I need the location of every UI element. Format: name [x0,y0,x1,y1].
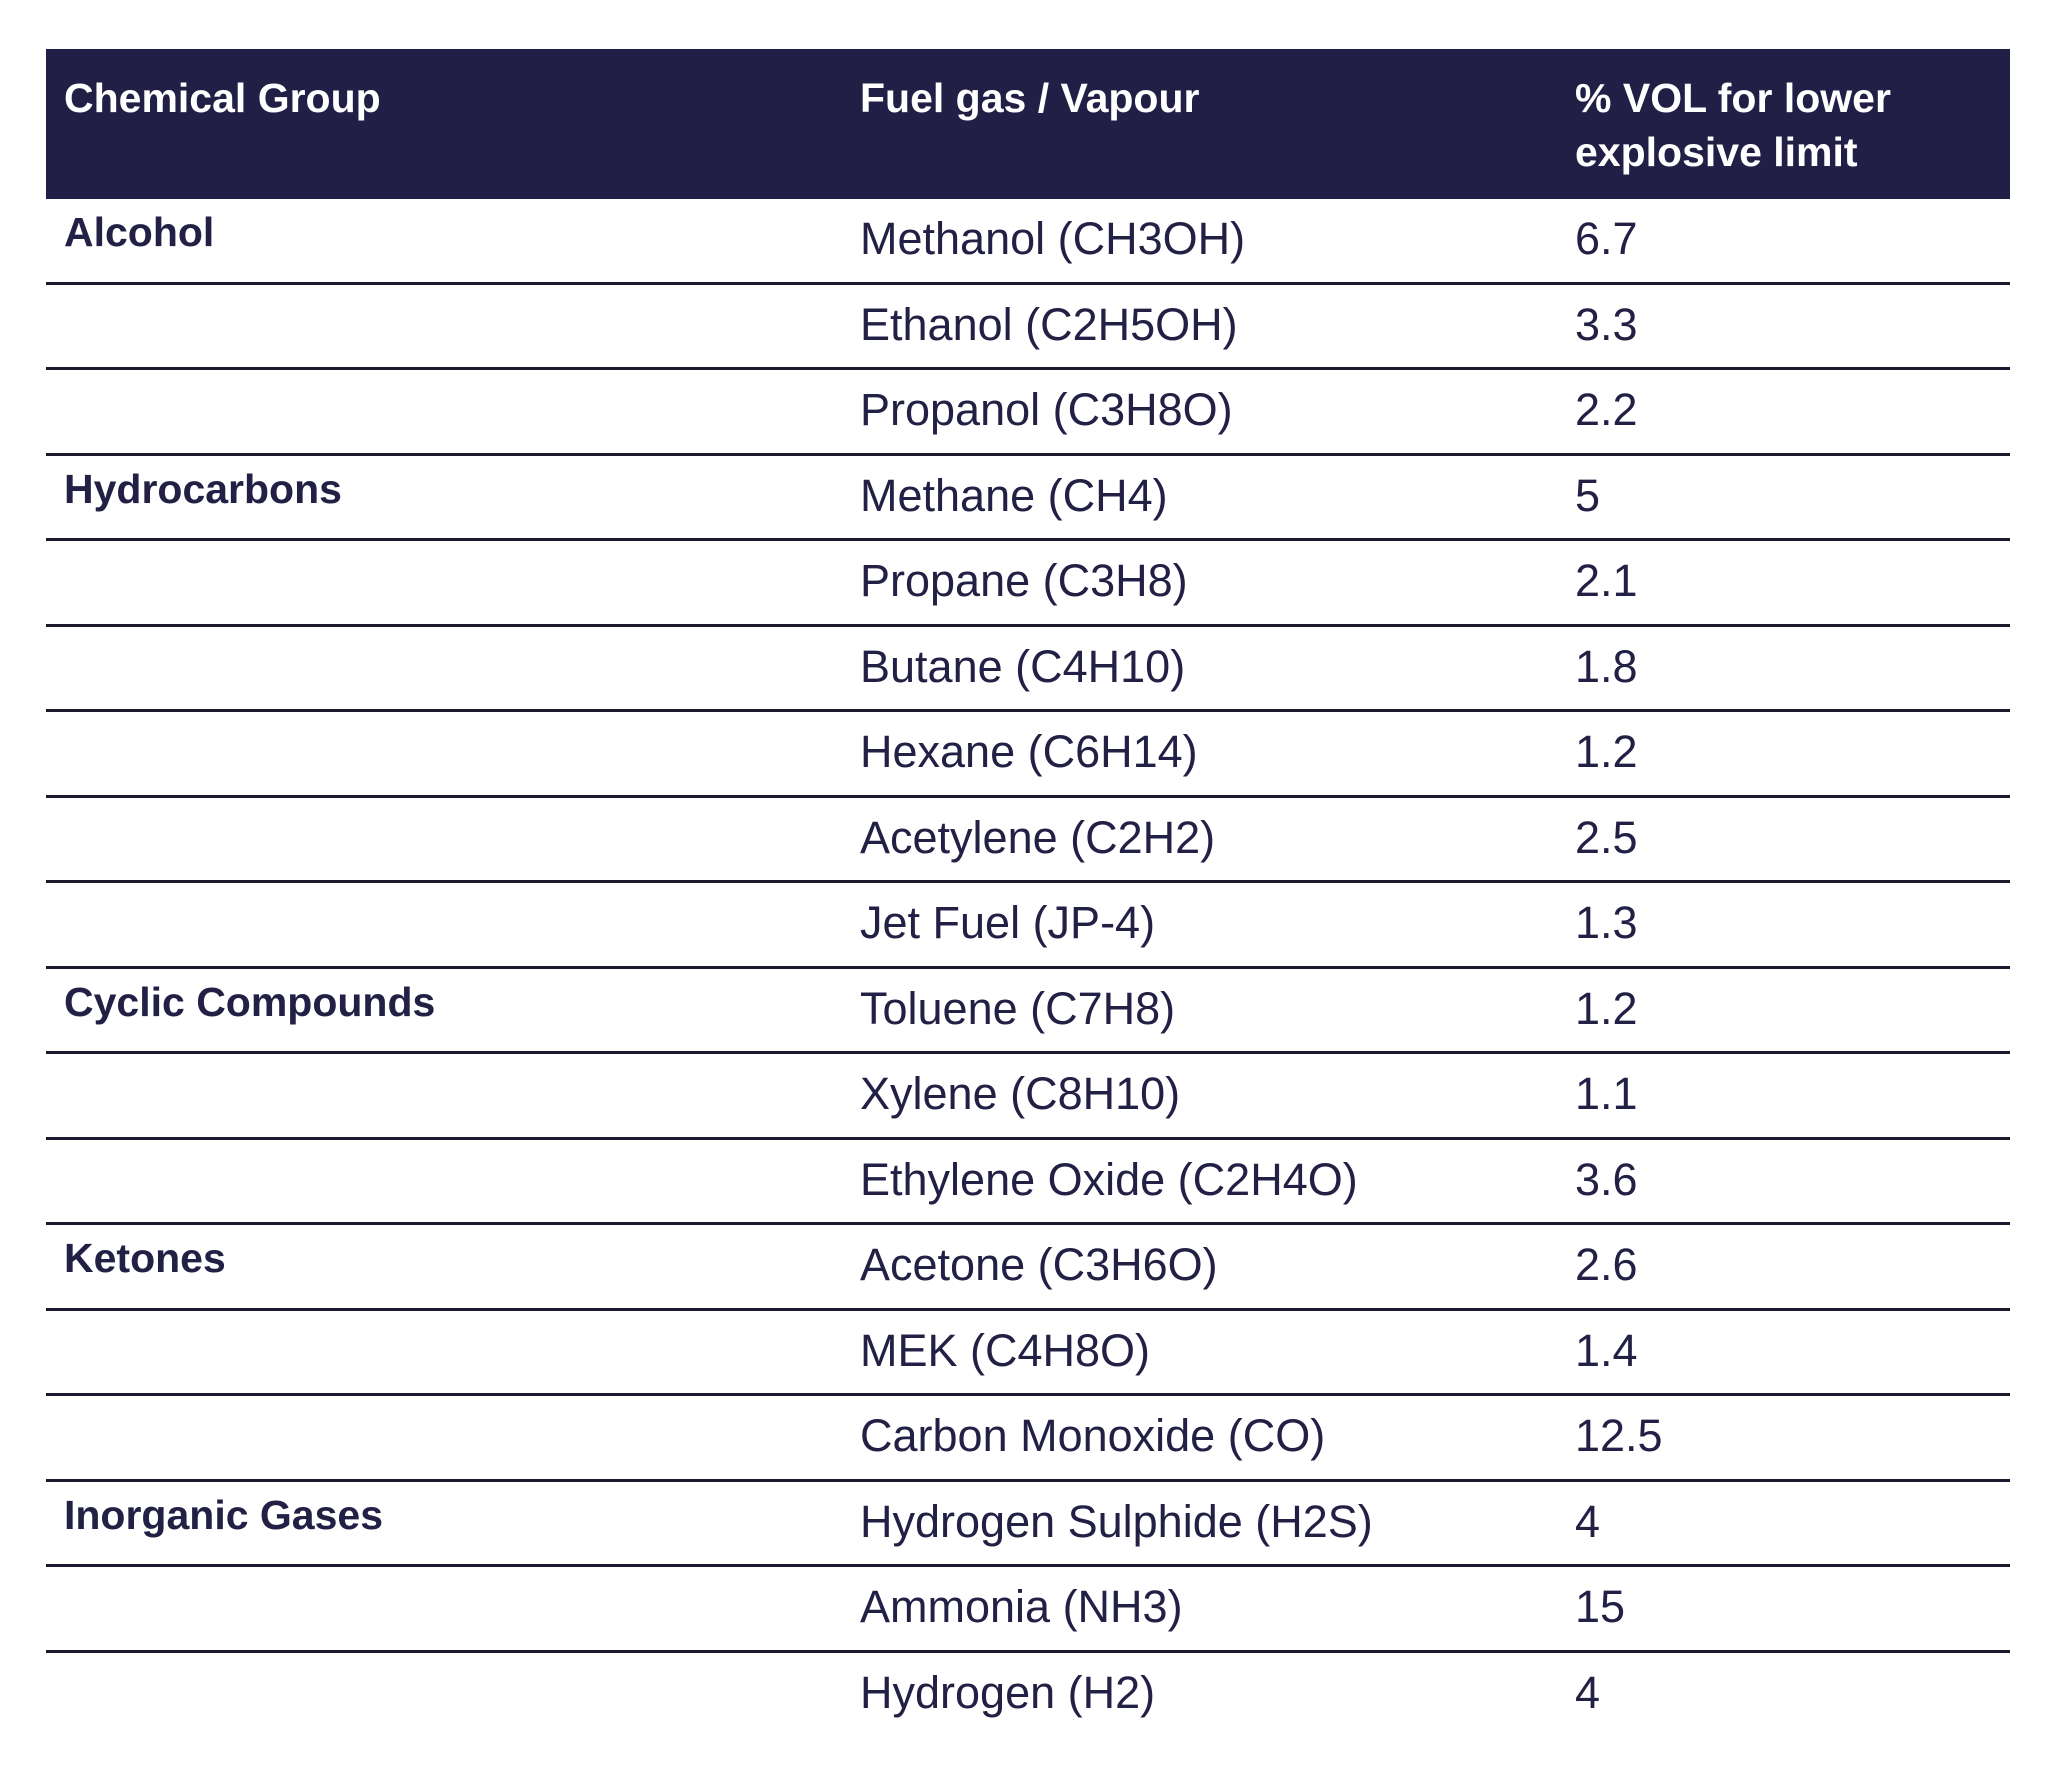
table-row: Inorganic Gases Hydrogen Sulphide (H2S) 4 [46,1482,2010,1567]
lel-table: Chemical Group Fuel gas / Vapour % VOL f… [46,49,2010,1738]
lel-value-cell: 12.5 [1575,1410,1663,1461]
chemical-group-cell [46,370,843,453]
chemical-group-cell [46,285,843,368]
lel-value-cell: 3.3 [1575,298,1638,350]
fuel-gas-cell: Toluene (C7H8) [860,982,1176,1034]
chemical-group-cell [46,1653,843,1739]
table-row: Ketones Acetone (C3H6O) 2.6 [46,1225,2010,1311]
table-row: Ethylene Oxide (C2H4O) 3.6 [46,1140,2010,1225]
lel-value-cell: 5 [1575,469,1601,521]
fuel-gas-cell: Methane (CH4) [860,469,1168,521]
lel-value-cell: 2.6 [1575,1239,1638,1290]
header-fuel-gas: Fuel gas / Vapour [860,75,1200,121]
fuel-gas-cell: Hexane (C6H14) [860,726,1198,777]
chemical-group-cell [46,1054,843,1137]
fuel-gas-cell: Carbon Monoxide (CO) [860,1410,1326,1461]
lel-value-cell: 1.3 [1575,897,1638,948]
table-row: Alcohol Methanol (CH3OH) 6.7 [46,199,2010,285]
lel-value-cell: 15 [1575,1581,1626,1632]
table-header: Chemical Group Fuel gas / Vapour % VOL f… [46,49,2010,199]
chemical-group-cell: Cyclic Compounds [64,978,436,1025]
table-row: Ethanol (C2H5OH) 3.3 [46,285,2010,370]
fuel-gas-cell: Propanol (C3H8O) [860,384,1233,435]
fuel-gas-cell: Xylene (C8H10) [860,1068,1181,1119]
chemical-group-cell [46,1567,843,1650]
lel-value-cell: 1.4 [1575,1324,1638,1376]
fuel-gas-cell: Hydrogen (H2) [860,1666,1156,1718]
table-row: Hydrocarbons Methane (CH4) 5 [46,456,2010,541]
table-row: Propane (C3H8) 2.1 [46,541,2010,627]
chemical-group-cell [46,798,843,881]
fuel-gas-cell: MEK (C4H8O) [860,1324,1151,1376]
table-row: Acetylene (C2H2) 2.5 [46,798,2010,883]
table-row: MEK (C4H8O) 1.4 [46,1311,2010,1396]
fuel-gas-cell: Propane (C3H8) [860,555,1188,606]
fuel-gas-cell: Ammonia (NH3) [860,1581,1183,1632]
fuel-gas-cell: Acetylene (C2H2) [860,811,1216,863]
chemical-group-cell [46,1311,843,1394]
chemical-group-cell [46,627,843,710]
chemical-group-cell: Ketones [64,1235,226,1281]
fuel-gas-cell: Acetone (C3H6O) [860,1239,1218,1290]
lel-value-cell: 6.7 [1575,213,1638,264]
lel-value-cell: 4 [1575,1666,1601,1718]
chemical-group-cell: Alcohol [64,209,215,255]
header-lel-percent: % VOL for lower explosive limit [1575,75,1891,175]
lel-value-cell: 2.2 [1575,384,1638,435]
chemical-group-cell [46,883,843,966]
header-chemical-group: Chemical Group [64,75,381,121]
table-row: Hexane (C6H14) 1.2 [46,712,2010,798]
lel-value-cell: 1.8 [1575,640,1638,692]
table-body: Alcohol Methanol (CH3OH) 6.7 Ethanol (C2H5O… [46,199,2010,1738]
lel-value-cell: 1.2 [1575,726,1638,777]
lel-value-cell: 2.5 [1575,811,1638,863]
chemical-group-cell [46,1140,843,1223]
lel-value-cell: 2.1 [1575,555,1638,606]
table-row: Jet Fuel (JP-4) 1.3 [46,883,2010,969]
table-row: Ammonia (NH3) 15 [46,1567,2010,1653]
table-row: Cyclic Compounds Toluene (C7H8) 1.2 [46,969,2010,1054]
table-row: Butane (C4H10) 1.8 [46,627,2010,712]
chemical-group-cell [46,1396,843,1479]
fuel-gas-cell: Ethanol (C2H5OH) [860,298,1238,350]
lel-value-cell: 3.6 [1575,1153,1638,1205]
table-row: Hydrogen (H2) 4 [46,1653,2010,1739]
table-row: Carbon Monoxide (CO) 12.5 [46,1396,2010,1482]
lel-value-cell: 1.2 [1575,982,1638,1034]
fuel-gas-cell: Methanol (CH3OH) [860,213,1246,264]
table-row: Xylene (C8H10) 1.1 [46,1054,2010,1140]
lel-value-cell: 1.1 [1575,1068,1638,1119]
chemical-group-cell [46,712,843,795]
fuel-gas-cell: Butane (C4H10) [860,640,1186,692]
fuel-gas-cell: Hydrogen Sulphide (H2S) [860,1495,1373,1547]
fuel-gas-cell: Ethylene Oxide (C2H4O) [860,1153,1358,1205]
fuel-gas-cell: Jet Fuel (JP-4) [860,897,1156,948]
chemical-group-cell: Inorganic Gases [64,1491,384,1538]
chemical-group-cell [46,541,843,624]
lel-value-cell: 4 [1575,1495,1601,1547]
table-row: Propanol (C3H8O) 2.2 [46,370,2010,456]
chemical-group-cell: Hydrocarbons [64,465,342,512]
